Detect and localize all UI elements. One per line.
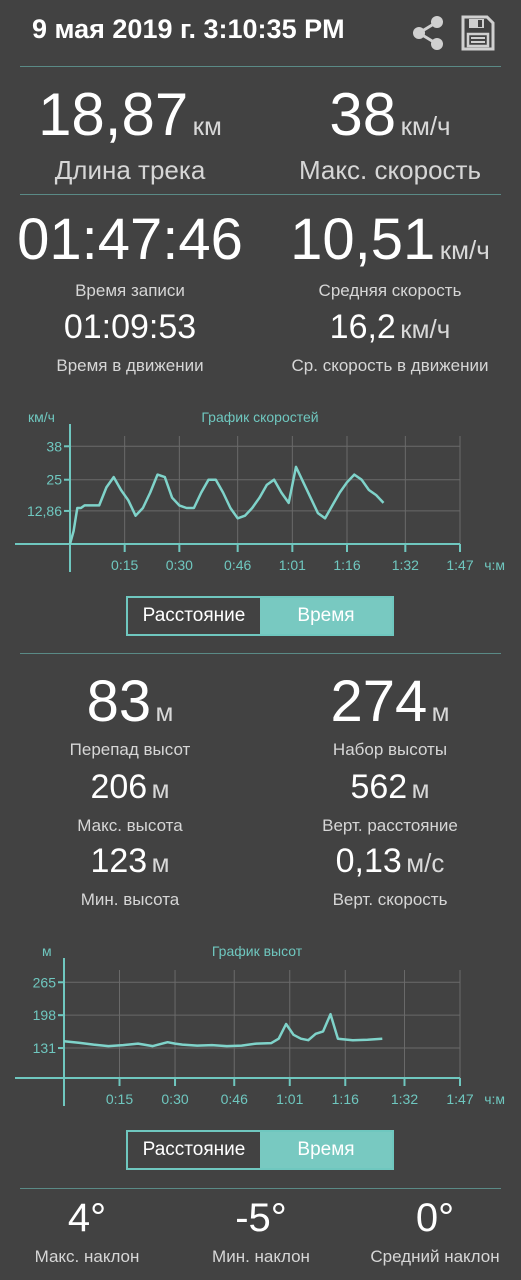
chart-title: График скоростей <box>201 409 318 425</box>
record-time-label: Время записи <box>75 281 185 300</box>
avg-speed-label: Средняя скорость <box>318 281 462 300</box>
x-tick-label: 0:15 <box>106 1091 133 1107</box>
min-alt-unit: м <box>151 848 170 878</box>
distance-stat: 18,87 км <box>10 80 250 149</box>
altitude-chart-mode-toggle: Расстояние Время <box>126 1130 394 1170</box>
avg-slope-label: Средний наклон <box>370 1247 500 1266</box>
avg-moving-speed-stat: 16,2 км/ч <box>265 308 515 347</box>
time-mode-button[interactable]: Время <box>260 1132 392 1168</box>
section-divider <box>20 653 501 654</box>
vert-dist-value: 562 <box>350 768 408 806</box>
moving-time-stat: 01:09:53 <box>0 308 260 347</box>
min-alt-label: Мин. высота <box>80 890 180 909</box>
max-speed-value: 38 <box>329 81 397 148</box>
min-slope-label: Мин. наклон <box>212 1247 310 1266</box>
x-tick-label: 1:32 <box>392 557 419 573</box>
x-axis-unit: ч:м <box>484 1091 505 1107</box>
x-tick-label: 1:32 <box>391 1091 418 1107</box>
max-speed-unit: км/ч <box>400 111 451 141</box>
y-tick-label: 265 <box>33 974 57 990</box>
min-alt-stat: 123 м <box>0 842 260 881</box>
distance-mode-button[interactable]: Расстояние <box>128 598 260 634</box>
avg-slope-value: 0° <box>415 1196 455 1240</box>
max-slope-label: Макс. наклон <box>34 1247 140 1266</box>
min-alt-value: 123 <box>90 842 148 880</box>
section-divider <box>20 1188 501 1189</box>
elev-gain-value: 274 <box>330 669 428 734</box>
elev-diff-label: Перепад высот <box>69 740 191 759</box>
header-divider <box>20 66 501 67</box>
vert-dist-unit: м <box>411 774 430 804</box>
y-tick-label: 131 <box>33 1040 57 1056</box>
x-tick-label: 1:16 <box>333 557 360 573</box>
record-time-value: 01:47:46 <box>17 207 243 272</box>
page-title: 9 мая 2019 г. 3:10:35 PM <box>32 14 345 44</box>
max-alt-unit: м <box>151 774 170 804</box>
y-tick-label: 38 <box>46 438 62 454</box>
avg-moving-speed-unit: км/ч <box>400 314 451 344</box>
distance-unit: км <box>192 111 222 141</box>
x-tick-label: 0:30 <box>161 1091 188 1107</box>
vert-speed-unit: м/с <box>406 848 445 878</box>
x-tick-label: 0:15 <box>111 557 138 573</box>
x-tick-label: 1:01 <box>279 557 306 573</box>
x-tick-label: 1:01 <box>276 1091 303 1107</box>
y-tick-label: 12,86 <box>27 503 62 519</box>
x-tick-label: 0:46 <box>221 1091 248 1107</box>
vert-speed-stat: 0,13 м/с <box>260 842 520 881</box>
time-mode-button[interactable]: Время <box>260 598 392 634</box>
max-slope-value: 4° <box>67 1196 107 1240</box>
moving-time-label: Время в движении <box>56 356 204 375</box>
min-slope-value: -5° <box>235 1196 287 1240</box>
elev-diff-unit: м <box>155 697 174 727</box>
max-alt-stat: 206 м <box>0 768 260 807</box>
distance-value: 18,87 <box>38 81 189 148</box>
avg-moving-speed-label: Ср. скорость в движении <box>291 356 489 375</box>
y-axis-unit: км/ч <box>28 409 55 425</box>
max-alt-label: Макс. высота <box>77 816 183 835</box>
moving-time-value: 01:09:53 <box>63 308 197 346</box>
altitude-chart: 0:15 0:30 0:46 1:01 1:16 1:32 1:47 265 198 131 Гра… <box>15 943 505 1107</box>
distance-mode-button[interactable]: Расстояние <box>128 1132 260 1168</box>
x-tick-label: 1:16 <box>332 1091 359 1107</box>
elev-gain-stat: 274 м <box>260 668 520 735</box>
avg-speed-stat: 10,51 км/ч <box>265 206 515 273</box>
vert-dist-stat: 562 м <box>260 768 520 807</box>
max-alt-value: 206 <box>90 768 148 806</box>
y-tick-label: 25 <box>46 472 62 488</box>
x-tick-label: 0:46 <box>224 557 251 573</box>
record-time-stat: 01:47:46 <box>0 206 260 273</box>
speed-chart-mode-toggle: Расстояние Время <box>126 596 394 636</box>
avg-moving-speed-value: 16,2 <box>329 308 396 346</box>
avg-speed-value: 10,51 <box>290 207 436 272</box>
vert-speed-value: 0,13 <box>335 842 402 880</box>
x-tick-label: 1:47 <box>446 557 473 573</box>
stats-divider <box>20 194 501 195</box>
max-speed-label: Макс. скорость <box>298 155 482 185</box>
elev-diff-value: 83 <box>86 669 152 734</box>
max-speed-stat: 38 км/ч <box>270 80 510 149</box>
x-axis-unit: ч:м <box>484 557 505 573</box>
y-axis-unit: м <box>42 943 52 959</box>
elev-diff-stat: 83 м <box>0 668 260 735</box>
share-icon[interactable] <box>410 14 446 52</box>
elev-gain-unit: м <box>431 697 450 727</box>
save-icon[interactable] <box>460 14 496 52</box>
data-series-line <box>63 1012 383 1048</box>
data-series-line <box>68 465 385 545</box>
chart-title: График высот <box>212 943 303 959</box>
distance-label: Длина трека <box>54 155 206 185</box>
x-tick-label: 1:47 <box>446 1091 473 1107</box>
vert-dist-label: Верт. расстояние <box>322 816 458 835</box>
x-tick-label: 0:30 <box>166 557 193 573</box>
speed-chart: 0:15 0:30 0:46 1:01 1:16 1:32 1:47 38 25 12,86 Гра… <box>15 409 505 573</box>
vert-speed-label: Верт. скорость <box>332 890 448 909</box>
avg-speed-unit: км/ч <box>439 235 490 265</box>
y-tick-label: 198 <box>33 1007 57 1023</box>
elev-gain-label: Набор высоты <box>332 740 448 759</box>
